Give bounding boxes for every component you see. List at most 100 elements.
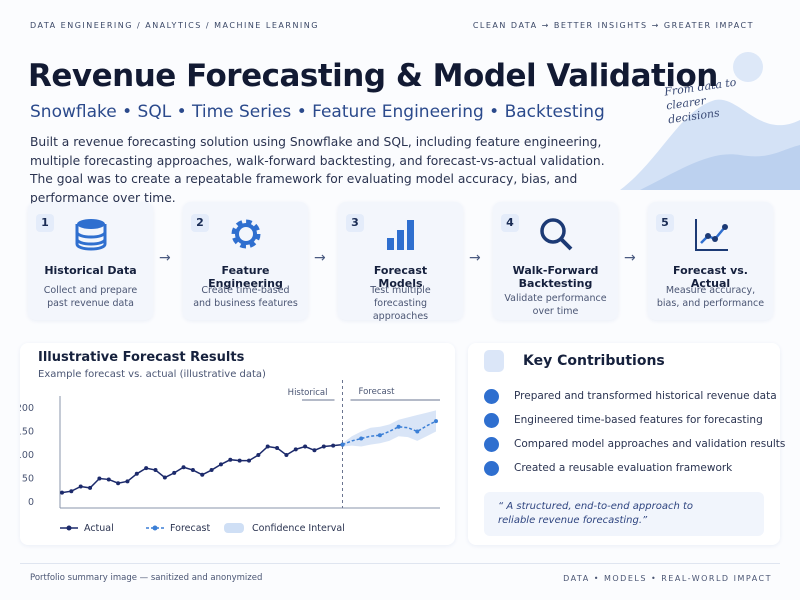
y-tick-label: 150 [20, 427, 34, 438]
point [78, 484, 83, 489]
step-icon [540, 218, 573, 251]
quote-box [484, 492, 764, 536]
step-number: 2 [191, 214, 209, 232]
contribution: Created a reusable evaluation framework [514, 462, 733, 474]
point [144, 466, 149, 471]
point [116, 481, 121, 486]
step-icon [231, 219, 261, 249]
step-title: Forecast Models [373, 264, 428, 290]
point [340, 442, 345, 447]
point [415, 429, 420, 434]
point [312, 448, 317, 453]
check-icon [484, 413, 499, 428]
decoration [620, 52, 800, 190]
point [284, 453, 289, 457]
y-tick-label: 200 [20, 403, 34, 414]
point [190, 468, 195, 473]
point [275, 445, 280, 450]
point [162, 475, 167, 480]
step-arrow: → [469, 250, 481, 266]
step-description: Test multiple forecasting approaches [370, 285, 431, 322]
point [218, 462, 223, 467]
point [228, 457, 233, 462]
point [153, 468, 158, 473]
step-number: 1 [36, 214, 54, 232]
quote: “ A structured, end-to-end approach to r… [498, 501, 694, 526]
series-line [342, 420, 437, 446]
step-icon [695, 219, 728, 251]
point [377, 433, 382, 438]
point [256, 453, 261, 457]
legend-dot [152, 525, 158, 531]
point [134, 471, 139, 476]
point [125, 479, 130, 484]
series-line [61, 443, 343, 494]
legend-swatch [224, 523, 244, 533]
step-number: 4 [501, 214, 519, 232]
step-arrow: → [159, 250, 171, 266]
contribution: Engineered time-based features for forec… [514, 414, 763, 426]
point [88, 485, 93, 490]
point [331, 443, 336, 448]
contribution: Prepared and transformed historical reve… [514, 390, 777, 402]
check-icon [484, 461, 499, 476]
point [200, 472, 205, 477]
point [434, 419, 438, 424]
step-number: 3 [346, 214, 364, 232]
step-icon [387, 220, 414, 250]
contribution: Compared model approaches and validation… [514, 438, 786, 450]
step-arrow: → [624, 250, 636, 266]
point [293, 447, 298, 452]
point [106, 477, 111, 482]
step-description: Collect and prepare past revenue data [43, 285, 138, 309]
point [237, 458, 242, 463]
point [181, 465, 186, 470]
point [265, 444, 270, 449]
point [60, 490, 64, 495]
legend-dot [66, 525, 72, 531]
header-left: DATA ENGINEERING / ANALYTICS / MACHINE L… [30, 21, 319, 30]
step-card: 3 Forecast Models Test multiple forecastin… [338, 202, 463, 322]
point [69, 489, 74, 494]
step-title: Walk-Forward Backtesting [512, 264, 599, 290]
legend-label: Confidence Interval [252, 523, 345, 534]
step-description: Measure accuracy, bias, and performance [656, 285, 765, 309]
step-icon [75, 219, 107, 251]
y-tick-label: 0 [28, 497, 34, 508]
title: Revenue Forecasting & Model Validation [28, 58, 718, 94]
step-title: Forecast vs. Actual [673, 264, 748, 290]
description: Built a revenue forecasting solution usi… [30, 135, 605, 205]
point [97, 476, 102, 481]
annotation: Forecast [359, 387, 396, 397]
point [321, 444, 326, 449]
y-tick-label: 100 [20, 450, 34, 461]
chart: 0 50 100 150 200 Historical Forecast Actual Fore… [20, 380, 440, 534]
point [359, 436, 364, 441]
point [247, 458, 251, 463]
legend-label: Actual [84, 523, 114, 534]
footer-left: Portfolio summary image — sanitized and … [30, 573, 263, 583]
footer-rule [20, 563, 780, 564]
step-card: 5 Forecast vs. Actual Measure accuracy, bi… [648, 202, 773, 320]
doc-icon [484, 350, 504, 372]
subtitle: Snowflake • SQL • Time Series • Feature … [30, 102, 605, 122]
chart-title: Illustrative Forecast Results [38, 350, 245, 365]
step-description: Create time-based and business features [193, 285, 298, 309]
step-number: 5 [656, 214, 674, 232]
step-card: 2 Feature Engineering Create time-based an… [183, 202, 308, 320]
check-icon [484, 389, 499, 404]
chart-subtitle: Example forecast vs. actual (illustrativ… [38, 369, 266, 380]
chart-panel [20, 343, 455, 545]
confidence-band [342, 410, 436, 447]
check-icon [484, 437, 499, 452]
header-right: CLEAN DATA → BETTER INSIGHTS → GREATER I… [472, 21, 754, 30]
point [172, 470, 177, 475]
contributions-title: Key Contributions [523, 353, 665, 369]
step-title: Historical Data [44, 264, 137, 277]
step-title: Feature Engineering [208, 264, 283, 290]
y-tick-label: 50 [22, 474, 34, 485]
step-card: 1 Historical Data Collect and prepare past… [28, 202, 153, 320]
point [303, 444, 308, 449]
step-arrow: → [314, 250, 326, 266]
